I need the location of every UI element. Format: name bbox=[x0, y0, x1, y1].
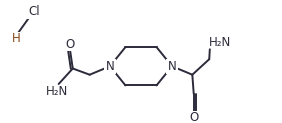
Text: O: O bbox=[190, 111, 199, 123]
Text: N: N bbox=[168, 60, 177, 73]
Text: O: O bbox=[65, 38, 74, 51]
Text: H: H bbox=[12, 32, 21, 45]
Text: N: N bbox=[105, 60, 114, 73]
Text: Cl: Cl bbox=[28, 5, 40, 18]
Text: H₂N: H₂N bbox=[209, 36, 231, 49]
Text: H₂N: H₂N bbox=[46, 85, 68, 98]
